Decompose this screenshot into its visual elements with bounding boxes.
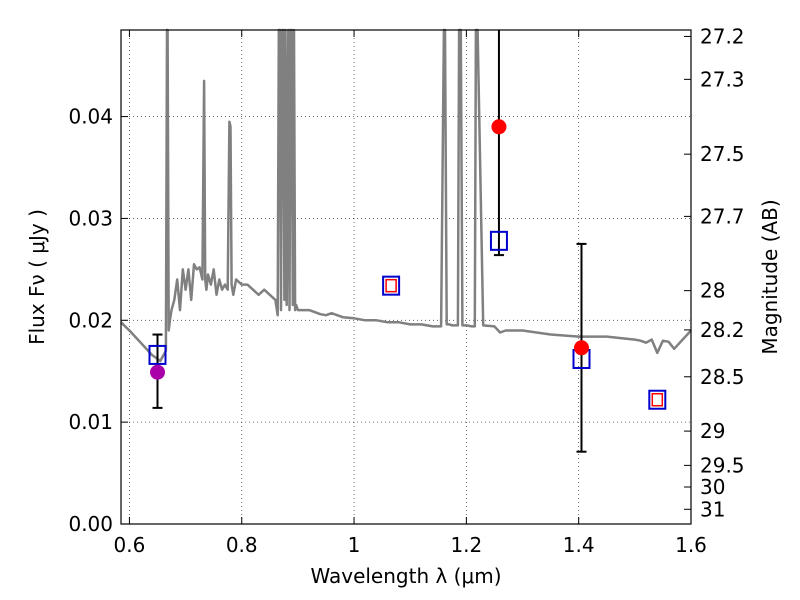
magnitude-tick-label: 30 [700, 475, 725, 499]
magnitude-tick-label: 31 [700, 497, 725, 521]
model-photometry-box [648, 389, 667, 410]
x-tick-label: 1.4 [563, 533, 595, 557]
template-spectrum-line [120, 28, 692, 363]
observed-flux-point [491, 119, 507, 135]
plot-series [120, 28, 692, 453]
magnitude-tick-label: 29 [700, 419, 725, 443]
magnitude-tick-label: 28.2 [700, 318, 745, 342]
y-tick-label: 0.04 [68, 105, 113, 129]
y-axis-label: Flux Fν ( μJy ) [25, 209, 49, 345]
plot-frame [120, 29, 692, 525]
model-photometry-box [382, 275, 401, 296]
model-photometry-box [489, 230, 508, 251]
grid-lines [121, 30, 691, 524]
magnitude-tick-label: 27.3 [700, 67, 745, 91]
model-photometry-inner-box [385, 278, 397, 293]
magnitude-tick-label: 28 [700, 279, 725, 303]
magnitude-tick-label: 27.2 [700, 24, 745, 48]
x-tick-label: 0.6 [114, 533, 146, 557]
x-tick-label: 1.6 [675, 533, 707, 557]
model-photometry-inner-box [651, 392, 664, 407]
y-tick-label: 0.03 [68, 206, 113, 230]
magnitude-axis-label: Magnitude (AB) [758, 199, 782, 354]
observed-flux-point [573, 340, 589, 356]
magnitude-tick-label: 29.5 [700, 453, 745, 477]
y-tick-label: 0.00 [68, 512, 113, 536]
model-photometry-box [148, 344, 167, 365]
y-tick-label: 0.02 [68, 308, 113, 332]
y-tick-label: 0.01 [68, 410, 113, 434]
magnitude-tick-label: 28.5 [700, 365, 745, 389]
magnitude-tick-label: 27.7 [700, 204, 745, 228]
x-tick-label: 1 [348, 533, 361, 557]
x-tick-label: 1.2 [450, 533, 482, 557]
axes: 0.6 0.8 1 1.2 1.4 1.6 0.00 0.01 0.02 0.03 0.04 27.2… [68, 24, 744, 557]
x-axis-label: Wavelength λ (μm) [310, 564, 501, 588]
magnitude-tick-label: 27.5 [700, 142, 745, 166]
x-tick-label: 0.8 [226, 533, 258, 557]
observed-flux-point [150, 364, 166, 380]
